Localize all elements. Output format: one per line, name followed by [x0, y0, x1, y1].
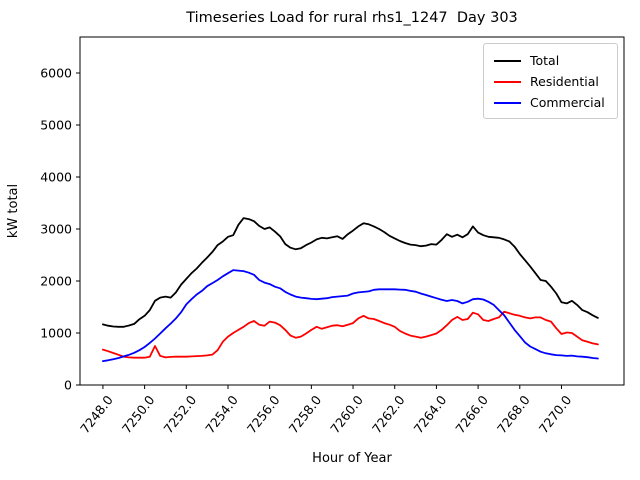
legend-item-residential: Residential: [494, 71, 607, 92]
x-tick-label: 7256.0: [244, 392, 283, 436]
legend-item-commercial: Commercial: [494, 92, 607, 113]
legend-line-sample-residential: [494, 80, 521, 83]
y-axis-label: kW total: [6, 184, 21, 238]
x-tick-label: 7250.0: [119, 392, 158, 436]
legend: Total Residential Commercial: [483, 43, 618, 119]
y-tick-label: 5000: [40, 117, 72, 132]
legend-item-total: Total: [494, 50, 607, 71]
chart-title: Timeseries Load for rural rhs1_1247 Day …: [186, 10, 518, 26]
x-tick-label: 7264.0: [411, 392, 450, 436]
x-tick-label: 7268.0: [494, 392, 533, 436]
x-tick-label: 7266.0: [452, 392, 491, 436]
legend-label-commercial: Commercial: [530, 95, 605, 110]
y-tick-label: 3000: [40, 221, 72, 236]
y-tick-label: 6000: [40, 65, 72, 80]
y-tick-label: 2000: [40, 273, 72, 288]
x-tick-label: 7270.0: [536, 392, 575, 436]
series-line-commercial: [102, 269, 599, 363]
y-tick-label: 0: [64, 378, 72, 393]
x-tick-label: 7254.0: [202, 392, 241, 436]
series-line-total: [102, 217, 599, 328]
x-tick-label: 7260.0: [327, 392, 366, 436]
legend-label-total: Total: [530, 53, 560, 68]
y-tick-label: 1000: [40, 325, 72, 340]
x-axis-label: Hour of Year: [312, 451, 392, 466]
x-tick-label: 7248.0: [77, 392, 116, 436]
legend-line-sample-total: [494, 59, 521, 62]
legend-line-sample-commercial: [494, 101, 521, 104]
x-tick-label: 7262.0: [369, 392, 408, 436]
x-tick-label: 7258.0: [286, 392, 325, 436]
series-line-residential: [102, 310, 599, 359]
axes-box: [79, 36, 625, 386]
legend-label-residential: Residential: [530, 74, 599, 89]
x-tick-label: 7252.0: [160, 392, 199, 436]
y-tick-label: 4000: [40, 169, 72, 184]
